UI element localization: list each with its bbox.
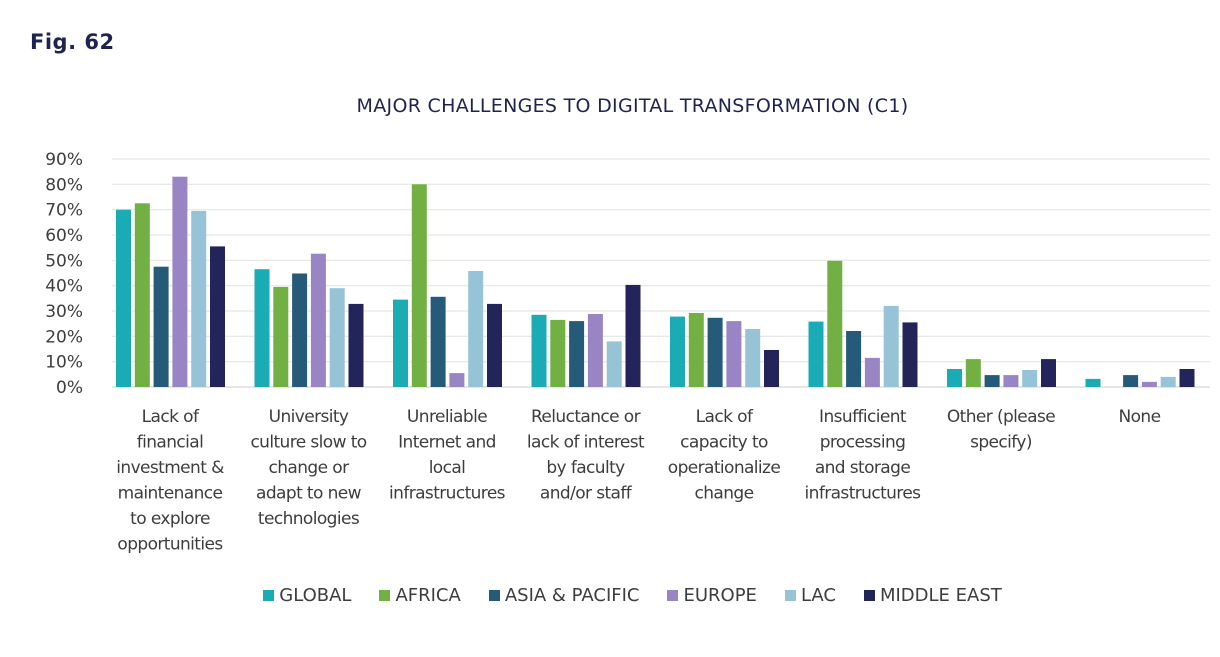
bar-middle-east-0 (210, 246, 225, 387)
bar-asia-pacific-6 (984, 375, 1000, 387)
legend-swatch-icon (784, 590, 796, 601)
legend-label: EUROPE (683, 585, 757, 606)
legend-label: MIDDLE EAST (879, 585, 1002, 606)
bar-europe-4 (726, 321, 742, 387)
bar-middle-east-2 (487, 303, 502, 387)
bar-lac-6 (1022, 370, 1038, 387)
bar-lac-1 (329, 288, 345, 387)
bar-europe-0 (172, 176, 188, 387)
y-tick-label: 10% (45, 353, 83, 373)
bar-asia-pacific-2 (430, 296, 446, 387)
bar-europe-5 (864, 357, 880, 387)
bar-lac-4 (745, 329, 761, 387)
bar-africa-6 (965, 359, 981, 387)
bar-europe-3 (587, 314, 603, 387)
y-tick-label: 70% (45, 201, 83, 221)
bar-global-7 (1085, 378, 1101, 387)
bar-europe-2 (449, 373, 465, 387)
bar-lac-2 (468, 271, 484, 387)
bar-asia-pacific-4 (707, 317, 723, 387)
figure-label: Fig. 62 (30, 30, 115, 54)
bar-africa-5 (827, 260, 843, 387)
y-tick-label: 20% (45, 327, 83, 347)
legend-label: GLOBAL (279, 585, 352, 606)
x-category-label: Unreliable Internet and local infrastructur… (389, 407, 506, 504)
legend-item: EUROPE (667, 585, 757, 606)
y-tick-label: 50% (45, 251, 83, 271)
legend-label: ASIA & PACIFIC (504, 585, 640, 606)
bar-africa-1 (273, 286, 289, 387)
legend-item: LAC (784, 585, 836, 606)
legend-item: AFRICA (379, 585, 461, 606)
x-category-label: Lack of financial investment & maintenance t… (116, 407, 224, 555)
legend-item: ASIA & PACIFIC (488, 585, 640, 606)
bar-asia-pacific-0 (153, 266, 169, 387)
bar-africa-2 (411, 184, 427, 387)
legend-item: GLOBAL (263, 585, 351, 606)
y-tick-label: 80% (45, 175, 83, 195)
bar-global-4 (670, 316, 685, 387)
legend-swatch-icon (863, 590, 875, 601)
y-tick-label: 40% (45, 277, 83, 297)
x-category-label: Insufficient processing and storage infrast… (805, 407, 922, 504)
legend-swatch-icon (667, 590, 679, 601)
bar-middle-east-5 (902, 322, 918, 387)
bar-europe-1 (310, 253, 326, 387)
bar-middle-east-4 (764, 350, 779, 387)
bar-middle-east-6 (1041, 359, 1056, 387)
x-category-label: Reluctance or lack of interest by faculty a… (527, 407, 645, 504)
bar-global-2 (393, 299, 408, 387)
legend: GLOBAL AFRICA ASIA & PACIFIC EUROPE LAC MIDDL… (0, 585, 1220, 606)
chart-title: MAJOR CHALLENGES TO DIGITAL TRANSFORMATI… (356, 95, 909, 117)
legend-item: MIDDLE EAST (863, 585, 1002, 606)
x-category-label: University culture slow to change or adapt … (250, 407, 366, 529)
legend-label: AFRICA (395, 585, 461, 606)
y-tick-label: 90% (45, 150, 83, 170)
bar-africa-3 (550, 319, 566, 387)
legend-swatch-icon (263, 590, 275, 601)
bar-lac-3 (606, 341, 622, 387)
bar-lac-7 (1160, 376, 1176, 387)
bar-asia-pacific-7 (1123, 375, 1139, 387)
bar-africa-4 (688, 313, 704, 387)
bar-europe-6 (1003, 375, 1019, 387)
legend-swatch-icon (379, 590, 391, 601)
bars (116, 176, 1195, 387)
x-category-label: Lack of capacity to operationalize change (668, 407, 781, 504)
bar-asia-pacific-3 (569, 321, 585, 387)
y-axis-ticks: 0% 10% 20% 30% 40% 50% 60% 70% 80% 90% (45, 150, 83, 398)
x-category-label: None (1119, 407, 1161, 427)
bar-global-5 (808, 321, 824, 387)
bar-asia-pacific-1 (292, 273, 308, 387)
bar-global-1 (254, 269, 270, 387)
bar-lac-0 (191, 210, 207, 387)
bar-asia-pacific-5 (846, 331, 862, 387)
x-axis-labels: Lack of financial investment & maintenance t… (116, 407, 1161, 555)
y-tick-label: 30% (45, 302, 83, 322)
y-tick-label: 60% (45, 226, 83, 246)
legend-label: LAC (800, 585, 836, 606)
bar-middle-east-3 (625, 284, 641, 387)
bar-global-0 (116, 209, 131, 387)
bar-middle-east-7 (1179, 369, 1195, 387)
bar-global-3 (531, 314, 547, 387)
bar-europe-7 (1141, 381, 1157, 387)
bar-lac-5 (883, 305, 899, 387)
x-category-label: Other (please specify) (947, 407, 1055, 453)
bar-middle-east-1 (348, 303, 364, 387)
legend-swatch-icon (488, 590, 500, 601)
bar-global-6 (947, 369, 962, 387)
bar-africa-0 (134, 203, 150, 387)
y-tick-label: 0% (56, 378, 83, 398)
